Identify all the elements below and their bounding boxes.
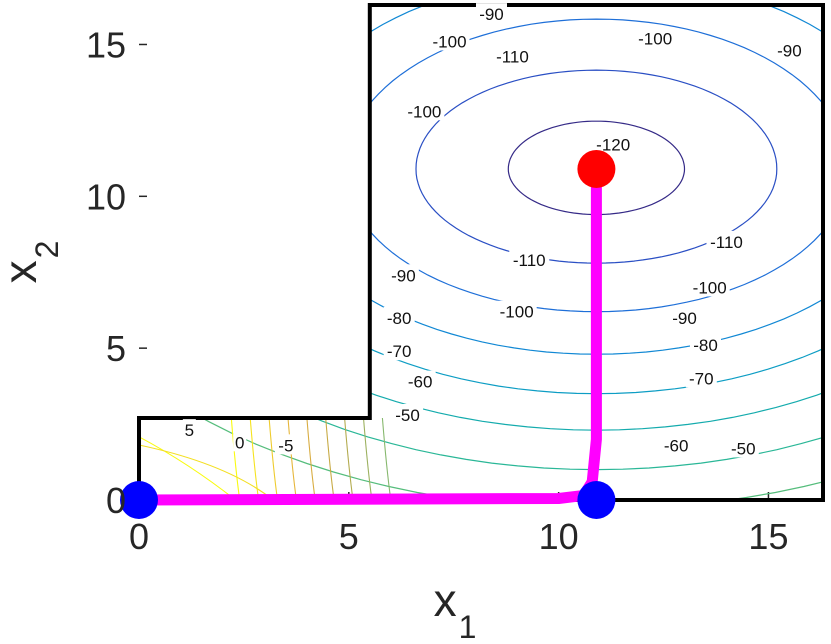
- y-axis-label: x2: [0, 241, 65, 284]
- x-tick-label: 15: [748, 516, 788, 557]
- contour-line: [268, 417, 279, 500]
- contour-label: -50: [395, 406, 420, 425]
- contour-label-bg: [773, 39, 805, 60]
- contour-label-bg: [727, 437, 759, 458]
- y-tick-label: 15: [86, 24, 126, 65]
- contour-label: -50: [731, 439, 756, 458]
- contour-line: [381, 417, 392, 500]
- contour-label: -110: [513, 251, 546, 270]
- tick-labels: 0 5 10 15 0 5 10 15: [86, 24, 789, 557]
- path-series: [133, 163, 602, 506]
- y-tick-label: 0: [106, 480, 126, 521]
- contour-label-bg: [475, 3, 507, 24]
- contour-label-bg: [383, 306, 415, 327]
- contour-label-bg: [404, 370, 436, 391]
- contour-label-bg: [233, 431, 247, 452]
- x-tick-label: 0: [129, 516, 149, 557]
- contour-label: -110: [710, 233, 743, 252]
- contour-line: [362, 417, 373, 500]
- contour-label: -80: [693, 336, 718, 355]
- contour-label-bg: [392, 403, 424, 424]
- path-line: [133, 163, 602, 506]
- contour-label-bg: [660, 434, 692, 455]
- contour-line: [230, 417, 241, 500]
- contour-label-bg: [182, 419, 196, 440]
- contour-label: -70: [387, 342, 412, 361]
- contour-label-bg: [685, 367, 717, 388]
- contour-label-bg: [274, 434, 297, 455]
- contour-label: -90: [777, 42, 802, 61]
- contour-line: [139, 444, 274, 500]
- contour-label: -100: [638, 29, 672, 48]
- contour-label-bg: [689, 276, 730, 297]
- contour-label: -5: [278, 436, 293, 455]
- contour-label-bg: [383, 340, 415, 361]
- contour-line: [287, 417, 297, 500]
- y-tick-label: 5: [106, 328, 126, 369]
- contour-label: -100: [433, 32, 467, 51]
- contour-label-bg: [669, 306, 701, 327]
- contour-label-bg: [492, 45, 533, 66]
- contour-labels: -120 -110 -110 -110 -100 -100 -100 -100 -100 -90 -…: [182, 3, 805, 458]
- contour-label-bg: [387, 264, 419, 285]
- contour-label-bg: [509, 249, 550, 270]
- contour-label: -100: [407, 102, 441, 121]
- contour-label: -110: [496, 48, 529, 67]
- contour-label-bg: [690, 334, 722, 355]
- contour-label: -100: [693, 278, 727, 297]
- contour-label: -120: [596, 136, 630, 155]
- contour-label: 0: [235, 433, 244, 452]
- contour-label-bg: [496, 300, 537, 321]
- contour-label-bg: [635, 27, 676, 48]
- contour-label-bg: [593, 133, 634, 154]
- start-point: [577, 481, 616, 519]
- contour-line: [325, 417, 335, 500]
- domain-boundary: [137, 3, 825, 502]
- contour-line: [344, 417, 354, 500]
- contour-line: [507, 120, 686, 216]
- contour-label: -90: [391, 266, 416, 285]
- contour-label: 5: [185, 421, 194, 440]
- contour-label: -90: [479, 5, 504, 24]
- optimum-point: [577, 149, 616, 188]
- contour-label: -70: [689, 370, 714, 389]
- contour-label-bg: [429, 30, 470, 51]
- x-axis-label: x1: [434, 574, 477, 644]
- marker-points: [120, 149, 616, 519]
- contour-label-bg: [706, 230, 747, 251]
- start-point: [120, 481, 158, 519]
- contour-label: -90: [672, 309, 697, 328]
- contour-line: [276, 5, 823, 355]
- contour-label-bg: [404, 100, 445, 121]
- contour-label: -100: [500, 303, 534, 322]
- contour-line: [415, 69, 778, 264]
- contour-line: [139, 436, 236, 500]
- x-tick-label: 10: [539, 516, 579, 557]
- contour-label: -60: [408, 373, 433, 392]
- y-tick-label: 10: [86, 176, 126, 217]
- x-tick-label: 5: [339, 516, 359, 557]
- contour-line: [306, 417, 316, 500]
- contour-label: -60: [664, 436, 689, 455]
- contour-label: -80: [387, 309, 412, 328]
- contour-line: [249, 417, 260, 500]
- domain-boundary-line: [137, 3, 825, 502]
